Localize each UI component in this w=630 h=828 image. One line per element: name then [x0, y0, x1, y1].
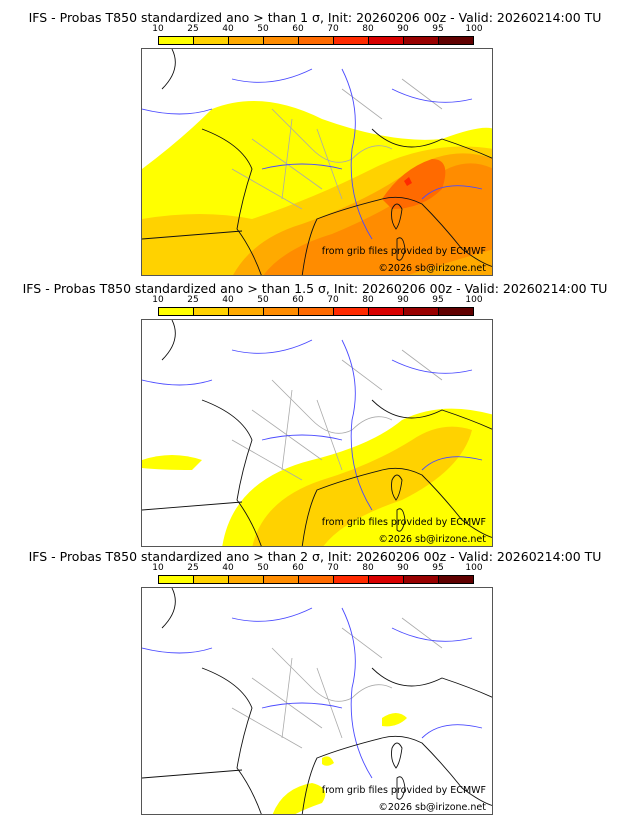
probability-area: [404, 177, 412, 186]
coastline: [142, 49, 492, 275]
coastline: [142, 320, 492, 546]
colorbar-tick-label: 40: [222, 563, 234, 573]
colorbar-segment: [334, 308, 369, 315]
map-title: IFS - Probas T850 standardized ano > tha…: [28, 549, 602, 564]
colorbar-segment: [194, 37, 229, 44]
colorbar-segment: [194, 308, 229, 315]
source-credit: from grib files provided by ECMWF: [321, 246, 486, 257]
colorbar: [158, 307, 474, 316]
colorbar-segment: [369, 37, 404, 44]
map-title: IFS - Probas T850 standardized ano > tha…: [22, 281, 608, 296]
probability-map: from grib files provided by ECMWF ©2026 s…: [141, 319, 493, 547]
colorbar-segment: [159, 37, 194, 44]
colorbar-tick-label: 90: [397, 24, 409, 34]
colorbar-tick-label: 90: [397, 563, 409, 573]
colorbar-tick-label: 10: [152, 24, 164, 34]
copyright-credit: ©2026 sb@irizone.net: [378, 802, 486, 813]
colorbar-tick-label: 80: [362, 563, 374, 573]
colorbar-tick-label: 90: [397, 295, 409, 305]
colorbar-tick-label: 70: [327, 563, 339, 573]
colorbar-tick-label: 80: [362, 295, 374, 305]
colorbar-tick-label: 70: [327, 24, 339, 34]
colorbar-tick-label: 50: [257, 24, 269, 34]
colorbar-tick-label: 40: [222, 24, 234, 34]
colorbar-segment: [264, 308, 299, 315]
colorbar-tick-label: 95: [432, 24, 444, 34]
colorbar-tick-label: 25: [187, 295, 199, 305]
coastline: [142, 588, 492, 814]
probability-area: [382, 713, 407, 727]
colorbar-tick-label: 80: [362, 24, 374, 34]
probability-area: [142, 455, 202, 470]
colorbar-segment: [404, 576, 439, 583]
probability-area: [322, 756, 334, 766]
colorbar-segment: [159, 308, 194, 315]
colorbar-segment: [194, 576, 229, 583]
colorbar-segment: [264, 37, 299, 44]
river-lines: [142, 607, 483, 779]
colorbar-segment: [229, 308, 264, 315]
probability-map: from grib files provided by ECMWF ©2026 s…: [141, 48, 493, 276]
river-lines: [142, 68, 483, 240]
colorbar-segment: [369, 308, 404, 315]
colorbar-tick-label: 10: [152, 563, 164, 573]
colorbar-segment: [334, 576, 369, 583]
map-title: IFS - Probas T850 standardized ano > tha…: [28, 10, 602, 25]
source-credit: from grib files provided by ECMWF: [321, 517, 486, 528]
colorbar-tick-label: 100: [465, 563, 483, 573]
colorbar-tick-label: 25: [187, 24, 199, 34]
colorbar-segment: [264, 576, 299, 583]
map-canvas: [142, 588, 492, 814]
map-canvas: [142, 320, 492, 546]
colorbar-tick-label: 60: [292, 24, 304, 34]
colorbar-segment: [439, 308, 473, 315]
map-canvas: [142, 49, 492, 275]
colorbar: [158, 36, 474, 45]
colorbar-tick-label: 60: [292, 563, 304, 573]
colorbar-ticks: 10 25 40 50 60 70 80 90 95 100: [150, 295, 490, 305]
colorbar-tick-label: 50: [257, 563, 269, 573]
colorbar-segment: [229, 576, 264, 583]
probability-area: [382, 159, 446, 209]
colorbar-segment: [299, 37, 334, 44]
copyright-credit: ©2026 sb@irizone.net: [378, 534, 486, 545]
colorbar-segment: [159, 576, 194, 583]
source-credit: from grib files provided by ECMWF: [321, 785, 486, 796]
colorbar-tick-label: 50: [257, 295, 269, 305]
probability-map: from grib files provided by ECMWF ©2026 s…: [141, 587, 493, 815]
copyright-credit: ©2026 sb@irizone.net: [378, 263, 486, 274]
probability-area: [272, 783, 326, 814]
colorbar-segment: [404, 308, 439, 315]
colorbar-segment: [404, 37, 439, 44]
colorbar-segment: [299, 576, 334, 583]
border-lines: [231, 349, 443, 481]
colorbar-segment: [439, 576, 473, 583]
colorbar-segment: [229, 37, 264, 44]
colorbar-tick-label: 100: [465, 24, 483, 34]
border-lines: [231, 617, 443, 749]
colorbar: [158, 575, 474, 584]
colorbar-segment: [369, 576, 404, 583]
colorbar-segment: [299, 308, 334, 315]
colorbar-tick-label: 60: [292, 295, 304, 305]
colorbar-segment: [439, 37, 473, 44]
colorbar-tick-label: 10: [152, 295, 164, 305]
border-lines: [231, 78, 443, 210]
river-lines: [142, 339, 483, 511]
colorbar-tick-label: 70: [327, 295, 339, 305]
colorbar-tick-label: 95: [432, 295, 444, 305]
colorbar-segment: [334, 37, 369, 44]
colorbar-ticks: 10 25 40 50 60 70 80 90 95 100: [150, 24, 490, 34]
colorbar-tick-label: 40: [222, 295, 234, 305]
colorbar-tick-label: 100: [465, 295, 483, 305]
colorbar-tick-label: 25: [187, 563, 199, 573]
colorbar-tick-label: 95: [432, 563, 444, 573]
colorbar-ticks: 10 25 40 50 60 70 80 90 95 100: [150, 563, 490, 573]
